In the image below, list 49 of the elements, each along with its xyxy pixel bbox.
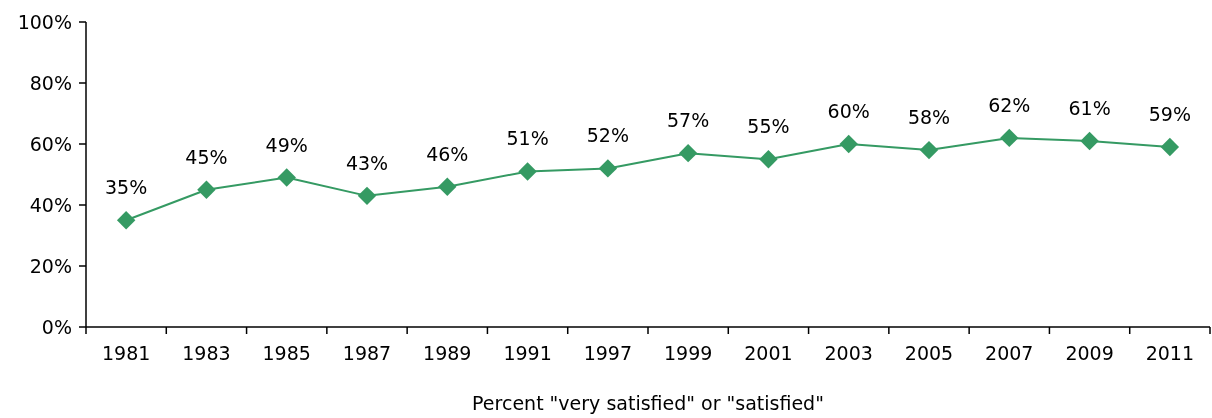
x-tick-label: 2007 bbox=[985, 342, 1034, 364]
y-tick-label: 0% bbox=[41, 315, 72, 338]
x-tick-label: 2005 bbox=[904, 342, 954, 364]
point bbox=[518, 162, 537, 181]
point bbox=[1000, 128, 1019, 148]
data-label: 35% bbox=[105, 176, 148, 199]
data-label: 58% bbox=[907, 106, 951, 129]
x-tick-label: 1983 bbox=[182, 342, 231, 364]
point bbox=[1160, 137, 1180, 157]
point bbox=[197, 180, 216, 199]
data-label: 46% bbox=[426, 142, 469, 165]
data-label: 45% bbox=[185, 145, 228, 168]
x-tick-label: 2003 bbox=[824, 342, 873, 364]
x-tick-label: 1991 bbox=[503, 342, 552, 364]
point bbox=[1080, 131, 1099, 151]
y-tick-label: 20% bbox=[29, 254, 72, 277]
point bbox=[678, 143, 698, 163]
x-tick-label: 1997 bbox=[583, 342, 633, 364]
point bbox=[357, 186, 377, 206]
y-tick-label: 40% bbox=[29, 193, 72, 216]
y-tick-label: 60% bbox=[29, 132, 72, 155]
y-tick-label: 100% bbox=[17, 10, 72, 33]
point bbox=[759, 150, 778, 169]
x-tick-label: 1989 bbox=[423, 342, 472, 364]
x-tick-label: 2011 bbox=[1145, 342, 1195, 364]
data-label: 51% bbox=[506, 127, 549, 150]
x-tick-label: 1999 bbox=[663, 342, 713, 364]
x-tick-label: 2001 bbox=[744, 342, 793, 364]
point bbox=[598, 159, 618, 178]
data-label: 49% bbox=[265, 133, 308, 156]
data-label: 43% bbox=[345, 151, 389, 174]
point bbox=[438, 177, 457, 196]
y-tick-label: 80% bbox=[29, 71, 72, 94]
x-tick-label: 1987 bbox=[342, 342, 392, 364]
point bbox=[839, 134, 858, 154]
data-label: 55% bbox=[747, 115, 790, 138]
data-label: 57% bbox=[667, 109, 710, 132]
point bbox=[919, 140, 939, 160]
x-axis-title: Percent "very satisfied" or "satisfied" bbox=[472, 392, 824, 414]
x-tick-label: 2009 bbox=[1065, 342, 1114, 364]
x-tick-label: 1981 bbox=[101, 342, 151, 364]
data-label: 60% bbox=[827, 100, 870, 122]
data-label: 62% bbox=[988, 93, 1031, 116]
point bbox=[116, 211, 136, 230]
data-label: 59% bbox=[1148, 103, 1191, 126]
point bbox=[277, 168, 296, 187]
x-tick-label: 1985 bbox=[262, 342, 311, 364]
data-label: 52% bbox=[586, 124, 629, 147]
data-label: 61% bbox=[1068, 96, 1111, 119]
